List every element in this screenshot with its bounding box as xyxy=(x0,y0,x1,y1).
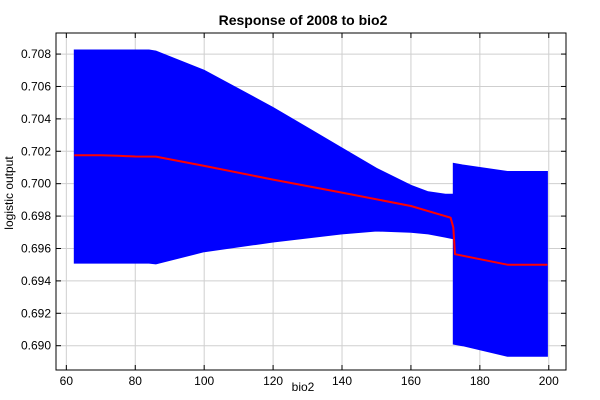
response-curve xyxy=(74,154,548,266)
y-tick-label: 0.706 xyxy=(21,79,51,93)
x-tick-label: 120 xyxy=(263,374,283,388)
y-tick-label: 0.708 xyxy=(21,47,51,61)
y-tick-label: 0.704 xyxy=(21,112,51,126)
x-tick-label: 80 xyxy=(129,374,143,388)
x-tick-labels: 60 80 100 120 140 160 180 200 xyxy=(60,374,559,388)
x-tick-label: 160 xyxy=(401,374,421,388)
y-tick-label: 0.700 xyxy=(21,177,51,191)
y-tick-label: 0.690 xyxy=(21,339,51,353)
x-tick-label: 100 xyxy=(194,374,214,388)
x-tick-label: 200 xyxy=(539,374,559,388)
y-tick-label: 0.694 xyxy=(21,274,51,288)
x-tick-label: 140 xyxy=(332,374,352,388)
y-tick-label: 0.696 xyxy=(21,241,51,255)
plot-frame xyxy=(55,32,567,371)
axis-ticks xyxy=(56,33,566,370)
y-axis-label: logistic output xyxy=(2,156,16,230)
x-tick-label: 180 xyxy=(470,374,490,388)
response-line xyxy=(74,154,548,266)
band-area xyxy=(73,49,548,357)
x-tick-label: 60 xyxy=(60,374,74,388)
chart-title: Response of 2008 to bio2 xyxy=(219,12,388,28)
y-tick-labels: 0.690 0.692 0.694 0.696 0.698 0.700 0.702 0.704… xyxy=(21,47,51,353)
x-axis-label: bio2 xyxy=(292,380,315,394)
y-tick-label: 0.698 xyxy=(21,209,51,223)
confidence-band xyxy=(73,49,548,357)
y-tick-label: 0.702 xyxy=(21,144,51,158)
y-tick-label: 0.692 xyxy=(21,306,51,320)
